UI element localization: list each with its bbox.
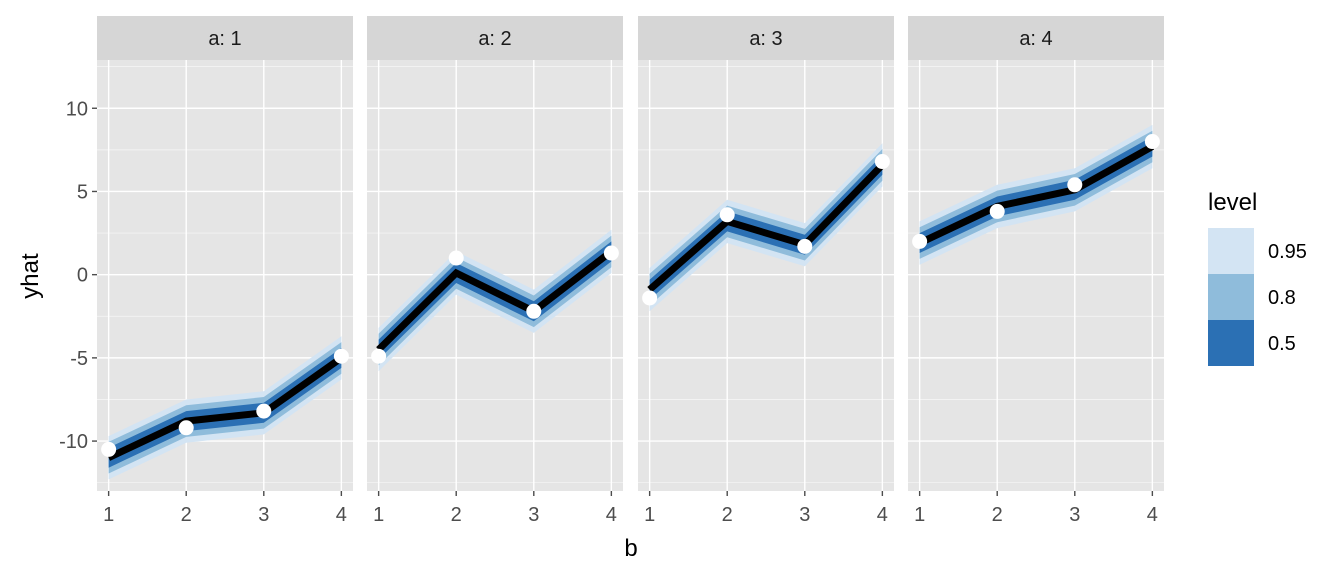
facet-panel-4: a: 4 1 2 3 4 (908, 16, 1164, 526)
median-line (376, 248, 614, 353)
x-tick-label: 3 (258, 504, 269, 526)
x-tick-label: 3 (799, 504, 810, 526)
panel-background (908, 60, 1164, 491)
legend: level 0.95 0.8 0.5 (1208, 189, 1307, 366)
legend-label: 0.8 (1268, 287, 1296, 309)
legend-label: 0.5 (1268, 333, 1296, 355)
data-point (912, 233, 928, 249)
x-tick-label: 1 (103, 504, 114, 526)
x-tick-label: 1 (373, 504, 384, 526)
interval-band-05 (108, 347, 342, 468)
y-axis: -10 -5 0 5 10 (59, 98, 97, 453)
panels-layer: a: 1 1 2 3 4 a: 2 1 2 3 4 a: 3 1 2 3 4 a: 4 1 2 3 4 (97, 16, 1164, 526)
median-line (107, 355, 344, 461)
data-point (448, 250, 464, 266)
facet-strip (367, 16, 623, 60)
facet-strip-label: a: 2 (478, 28, 511, 50)
facet-strip-label: a: 3 (749, 28, 782, 50)
facet-strip (638, 16, 894, 60)
data-point (371, 348, 387, 364)
facet-strip (908, 16, 1164, 60)
facet-strip-label: a: 4 (1019, 28, 1052, 50)
y-axis-title: yhat (17, 253, 44, 299)
data-point (1067, 177, 1083, 193)
x-tick-label: 2 (181, 504, 192, 526)
x-tick-label: 2 (451, 504, 462, 526)
legend-key-05 (1208, 320, 1254, 366)
x-tick-label: 2 (722, 504, 733, 526)
facet-panel-1: a: 1 1 2 3 4 (97, 16, 353, 526)
facet-panel-2: a: 2 1 2 3 4 (367, 16, 623, 526)
x-tick-label: 4 (877, 504, 888, 526)
facet-strip (97, 16, 353, 60)
x-tick-label: 4 (1147, 504, 1158, 526)
interval-band-05 (378, 241, 612, 360)
data-point (603, 245, 619, 261)
median-line (918, 143, 1155, 247)
legend-label: 0.95 (1268, 241, 1307, 263)
y-tick-label: 10 (66, 98, 88, 120)
x-tick-label: 1 (644, 504, 655, 526)
y-tick-label: 0 (77, 265, 88, 287)
y-tick-label: 5 (77, 181, 88, 203)
y-tick-label: -5 (70, 348, 88, 370)
interval-band-05 (649, 154, 883, 300)
data-point (101, 441, 117, 457)
data-point (1144, 134, 1160, 150)
x-tick-label: 2 (992, 504, 1003, 526)
x-tick-label: 4 (606, 504, 617, 526)
legend-key-095 (1208, 228, 1254, 274)
data-point (874, 154, 890, 170)
x-axis-title: b (624, 535, 637, 562)
legend-key-08 (1208, 274, 1254, 320)
data-point (642, 290, 658, 306)
x-tick-label: 1 (914, 504, 925, 526)
data-point (797, 238, 813, 254)
y-tick-label: -10 (59, 431, 88, 453)
median-line (647, 162, 885, 293)
data-point (178, 420, 194, 436)
data-point (526, 303, 542, 319)
data-point (719, 207, 735, 223)
facet-panel-3: a: 3 1 2 3 4 (638, 16, 894, 526)
data-point (989, 203, 1005, 219)
legend-title: level (1208, 189, 1257, 216)
x-tick-label: 3 (528, 504, 539, 526)
data-point (256, 403, 272, 419)
x-tick-label: 3 (1069, 504, 1080, 526)
x-tick-label: 4 (336, 504, 347, 526)
facet-strip-label: a: 1 (208, 28, 241, 50)
data-point (333, 348, 349, 364)
